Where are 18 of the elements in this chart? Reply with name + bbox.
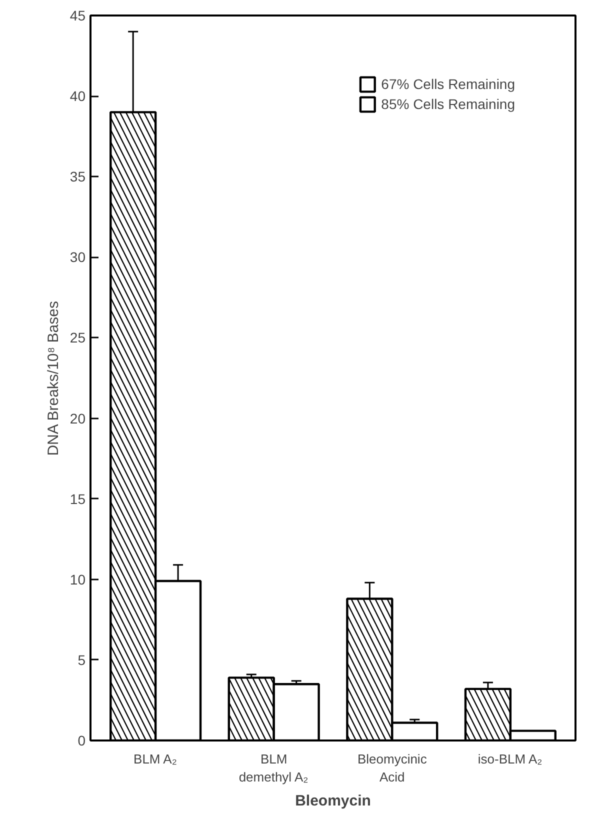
y-tick-label: 5 (78, 652, 86, 668)
y-tick-label: 25 (70, 330, 86, 346)
x-axis-title: Bleomycin (295, 792, 371, 810)
y-tick-label: 30 (70, 249, 86, 266)
y-tick-label: 35 (70, 168, 86, 185)
y-tick-label: 10 (70, 571, 86, 588)
x-tick-label: Bleomycinic Acid (357, 752, 428, 784)
x-tick-label: BLM demethyl A₂ (238, 752, 308, 784)
y-axis-title: DNA Breaks/10⁸ Bases (44, 301, 62, 456)
y-tick-label: 20 (70, 410, 86, 426)
legend-label: 85% Cells Remaining (381, 96, 515, 112)
legend-label: 67% Cells Remaining (381, 76, 515, 92)
x-tick-label: iso-BLM A₂ (478, 752, 542, 766)
y-tick-label: 45 (70, 8, 86, 24)
y-tick-label: 40 (70, 88, 86, 104)
y-tick-label: 0 (78, 732, 86, 748)
y-tick-label: 15 (70, 490, 86, 507)
x-tick-label: BLM A₂ (134, 752, 177, 766)
